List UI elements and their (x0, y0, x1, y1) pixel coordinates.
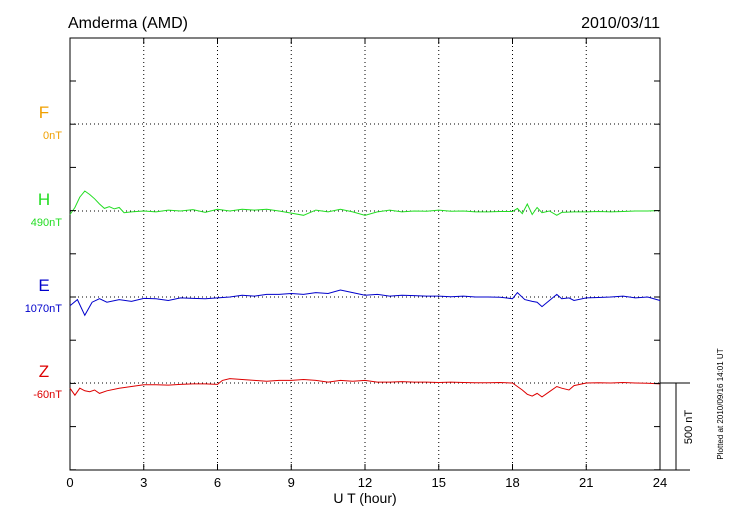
x-axis: 0 3 6 9 12 15 18 21 24 (66, 38, 667, 490)
scale-bar-label: 500 nT (683, 410, 695, 445)
x-axis-label: U T (hour) (333, 490, 396, 506)
series-baseline-e: 1070nT (25, 303, 63, 315)
x-tick-label: 18 (505, 475, 519, 490)
series-line-e (69, 289, 661, 317)
plotted-at-note: Plotted at 2010/09/16 14:01 UT (716, 348, 725, 459)
x-tick-label: 15 (432, 475, 446, 490)
scale-bar (660, 382, 690, 471)
x-tick-label: 6 (214, 475, 221, 490)
x-tick-label: 21 (579, 475, 593, 490)
plot-grid (70, 38, 660, 470)
series-labels: F 0nT H 490nT E 1070nT Z -60nT (25, 103, 63, 401)
series-name-z: Z (39, 362, 49, 381)
series-line-z (69, 378, 661, 398)
series-baseline-f: 0nT (43, 130, 62, 142)
series-layer (69, 190, 661, 398)
x-tick-label: 0 (66, 475, 73, 490)
series-baseline-z: -60nT (33, 389, 62, 401)
series-name-h: H (38, 190, 50, 209)
x-tick-label: 12 (358, 475, 372, 490)
x-tick-label: 3 (140, 475, 147, 490)
chart-date: 2010/03/11 (581, 15, 660, 32)
chart-title: Amderma (AMD) (68, 15, 188, 32)
x-tick-label: 9 (288, 475, 295, 490)
x-tick-label: 24 (653, 475, 667, 490)
series-name-f: F (39, 103, 49, 122)
series-line-h (69, 190, 661, 216)
series-baseline-h: 490nT (31, 217, 62, 229)
series-name-e: E (38, 276, 49, 295)
